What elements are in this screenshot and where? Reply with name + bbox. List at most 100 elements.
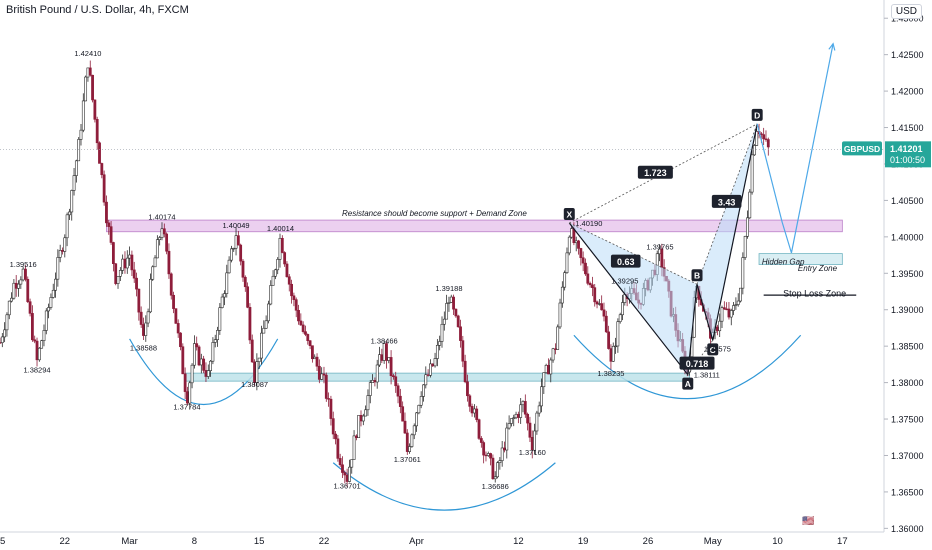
- point-badge: [682, 377, 694, 390]
- candle-body: [484, 454, 488, 457]
- candle-body: [350, 459, 354, 468]
- candle-body: [385, 343, 388, 361]
- candle-body: [507, 423, 511, 429]
- price-label: 1.39188: [435, 284, 462, 293]
- candle-body: [364, 409, 368, 417]
- candle-body: [419, 396, 423, 406]
- candle-body: [503, 447, 506, 451]
- candle-body: [415, 412, 418, 427]
- candle-body: [371, 380, 374, 383]
- candle-body: [7, 300, 11, 316]
- candle-body: [81, 100, 85, 131]
- candle-body: [144, 322, 148, 336]
- candle-body: [574, 240, 578, 244]
- price-label: 1.40190: [575, 219, 602, 228]
- candle-body: [732, 305, 735, 311]
- candle-body: [167, 250, 171, 275]
- y-tick-label: 1.40500: [891, 196, 924, 206]
- x-tick-label: 12: [513, 536, 524, 547]
- candle-body: [324, 374, 328, 399]
- candle-body: [753, 145, 756, 156]
- y-tick-label: 1.37500: [891, 415, 924, 425]
- candle-body: [556, 326, 560, 350]
- candle-body: [211, 342, 215, 362]
- candle-body: [195, 343, 199, 348]
- candle-body: [149, 278, 152, 313]
- candle-body: [232, 247, 236, 250]
- candle-body: [424, 374, 428, 386]
- candle-body: [431, 363, 435, 367]
- candle-body: [123, 258, 127, 269]
- candle-body: [387, 357, 391, 361]
- candle-body: [267, 303, 270, 322]
- candle-body: [759, 133, 763, 135]
- candle-body: [426, 374, 430, 376]
- candle-body: [382, 343, 386, 361]
- candle-body: [403, 420, 407, 434]
- candle-body: [0, 336, 4, 343]
- candle-body: [65, 214, 69, 239]
- point-badge: [707, 343, 719, 356]
- candle-body: [246, 286, 250, 308]
- candle-body: [301, 324, 305, 332]
- candle-body: [186, 391, 189, 404]
- candle-body: [72, 175, 76, 191]
- candle-body: [454, 308, 458, 317]
- candle-body: [722, 307, 726, 310]
- price-tag-value: 1.41201: [890, 144, 923, 154]
- point-label-c: C: [710, 345, 716, 355]
- candle-body: [241, 260, 245, 278]
- candle-body: [315, 356, 319, 367]
- y-tick-label: 1.42500: [891, 50, 924, 60]
- candle-body: [5, 314, 9, 331]
- candle-body: [595, 301, 599, 305]
- currency-button[interactable]: USD: [890, 4, 922, 19]
- candle-body: [213, 339, 217, 343]
- candle-body: [368, 382, 372, 396]
- candle-body: [563, 272, 567, 288]
- candle-body: [271, 275, 275, 286]
- candle-body: [621, 302, 624, 316]
- candle-body: [91, 74, 94, 101]
- candle-body: [100, 163, 104, 176]
- ratio-label: 0.718: [686, 359, 709, 369]
- candle-body: [26, 279, 30, 302]
- candle-body: [521, 401, 525, 406]
- candle-body: [584, 262, 587, 275]
- candle-body: [394, 376, 398, 387]
- candle-body: [577, 240, 580, 249]
- candle-body: [727, 308, 731, 318]
- candle-body: [176, 323, 180, 334]
- price-label: 1.40049: [222, 221, 249, 230]
- symbol-tag: [842, 141, 882, 156]
- xd-dotted-line: [569, 123, 758, 224]
- candle-body: [475, 408, 479, 420]
- candle-body: [660, 248, 664, 268]
- x-tick-label: Mar: [121, 536, 137, 547]
- candle-body: [19, 279, 23, 285]
- candle-body: [523, 401, 527, 415]
- candle-body: [204, 370, 208, 377]
- point-badge: [751, 108, 763, 121]
- candles: [0, 60, 770, 488]
- candle-body: [604, 315, 608, 333]
- candle-body: [243, 276, 247, 288]
- candle-body: [10, 297, 13, 302]
- candle-body: [139, 311, 143, 325]
- candle-body: [327, 398, 331, 400]
- projection-arrow-icon: [828, 42, 836, 51]
- candle-body: [558, 302, 562, 328]
- harmonic-xab-fill: [569, 223, 698, 375]
- candle-body: [741, 257, 745, 289]
- candle-body: [746, 217, 749, 237]
- candle-body: [510, 418, 513, 424]
- candle-body: [165, 233, 169, 252]
- candle-body: [373, 380, 377, 383]
- price-label: 1.38588: [130, 344, 157, 353]
- candle-body: [51, 289, 55, 298]
- candle-body: [489, 453, 492, 459]
- y-tick-label: 1.40000: [891, 232, 924, 242]
- candle-body: [493, 476, 497, 480]
- candle-body: [482, 442, 486, 456]
